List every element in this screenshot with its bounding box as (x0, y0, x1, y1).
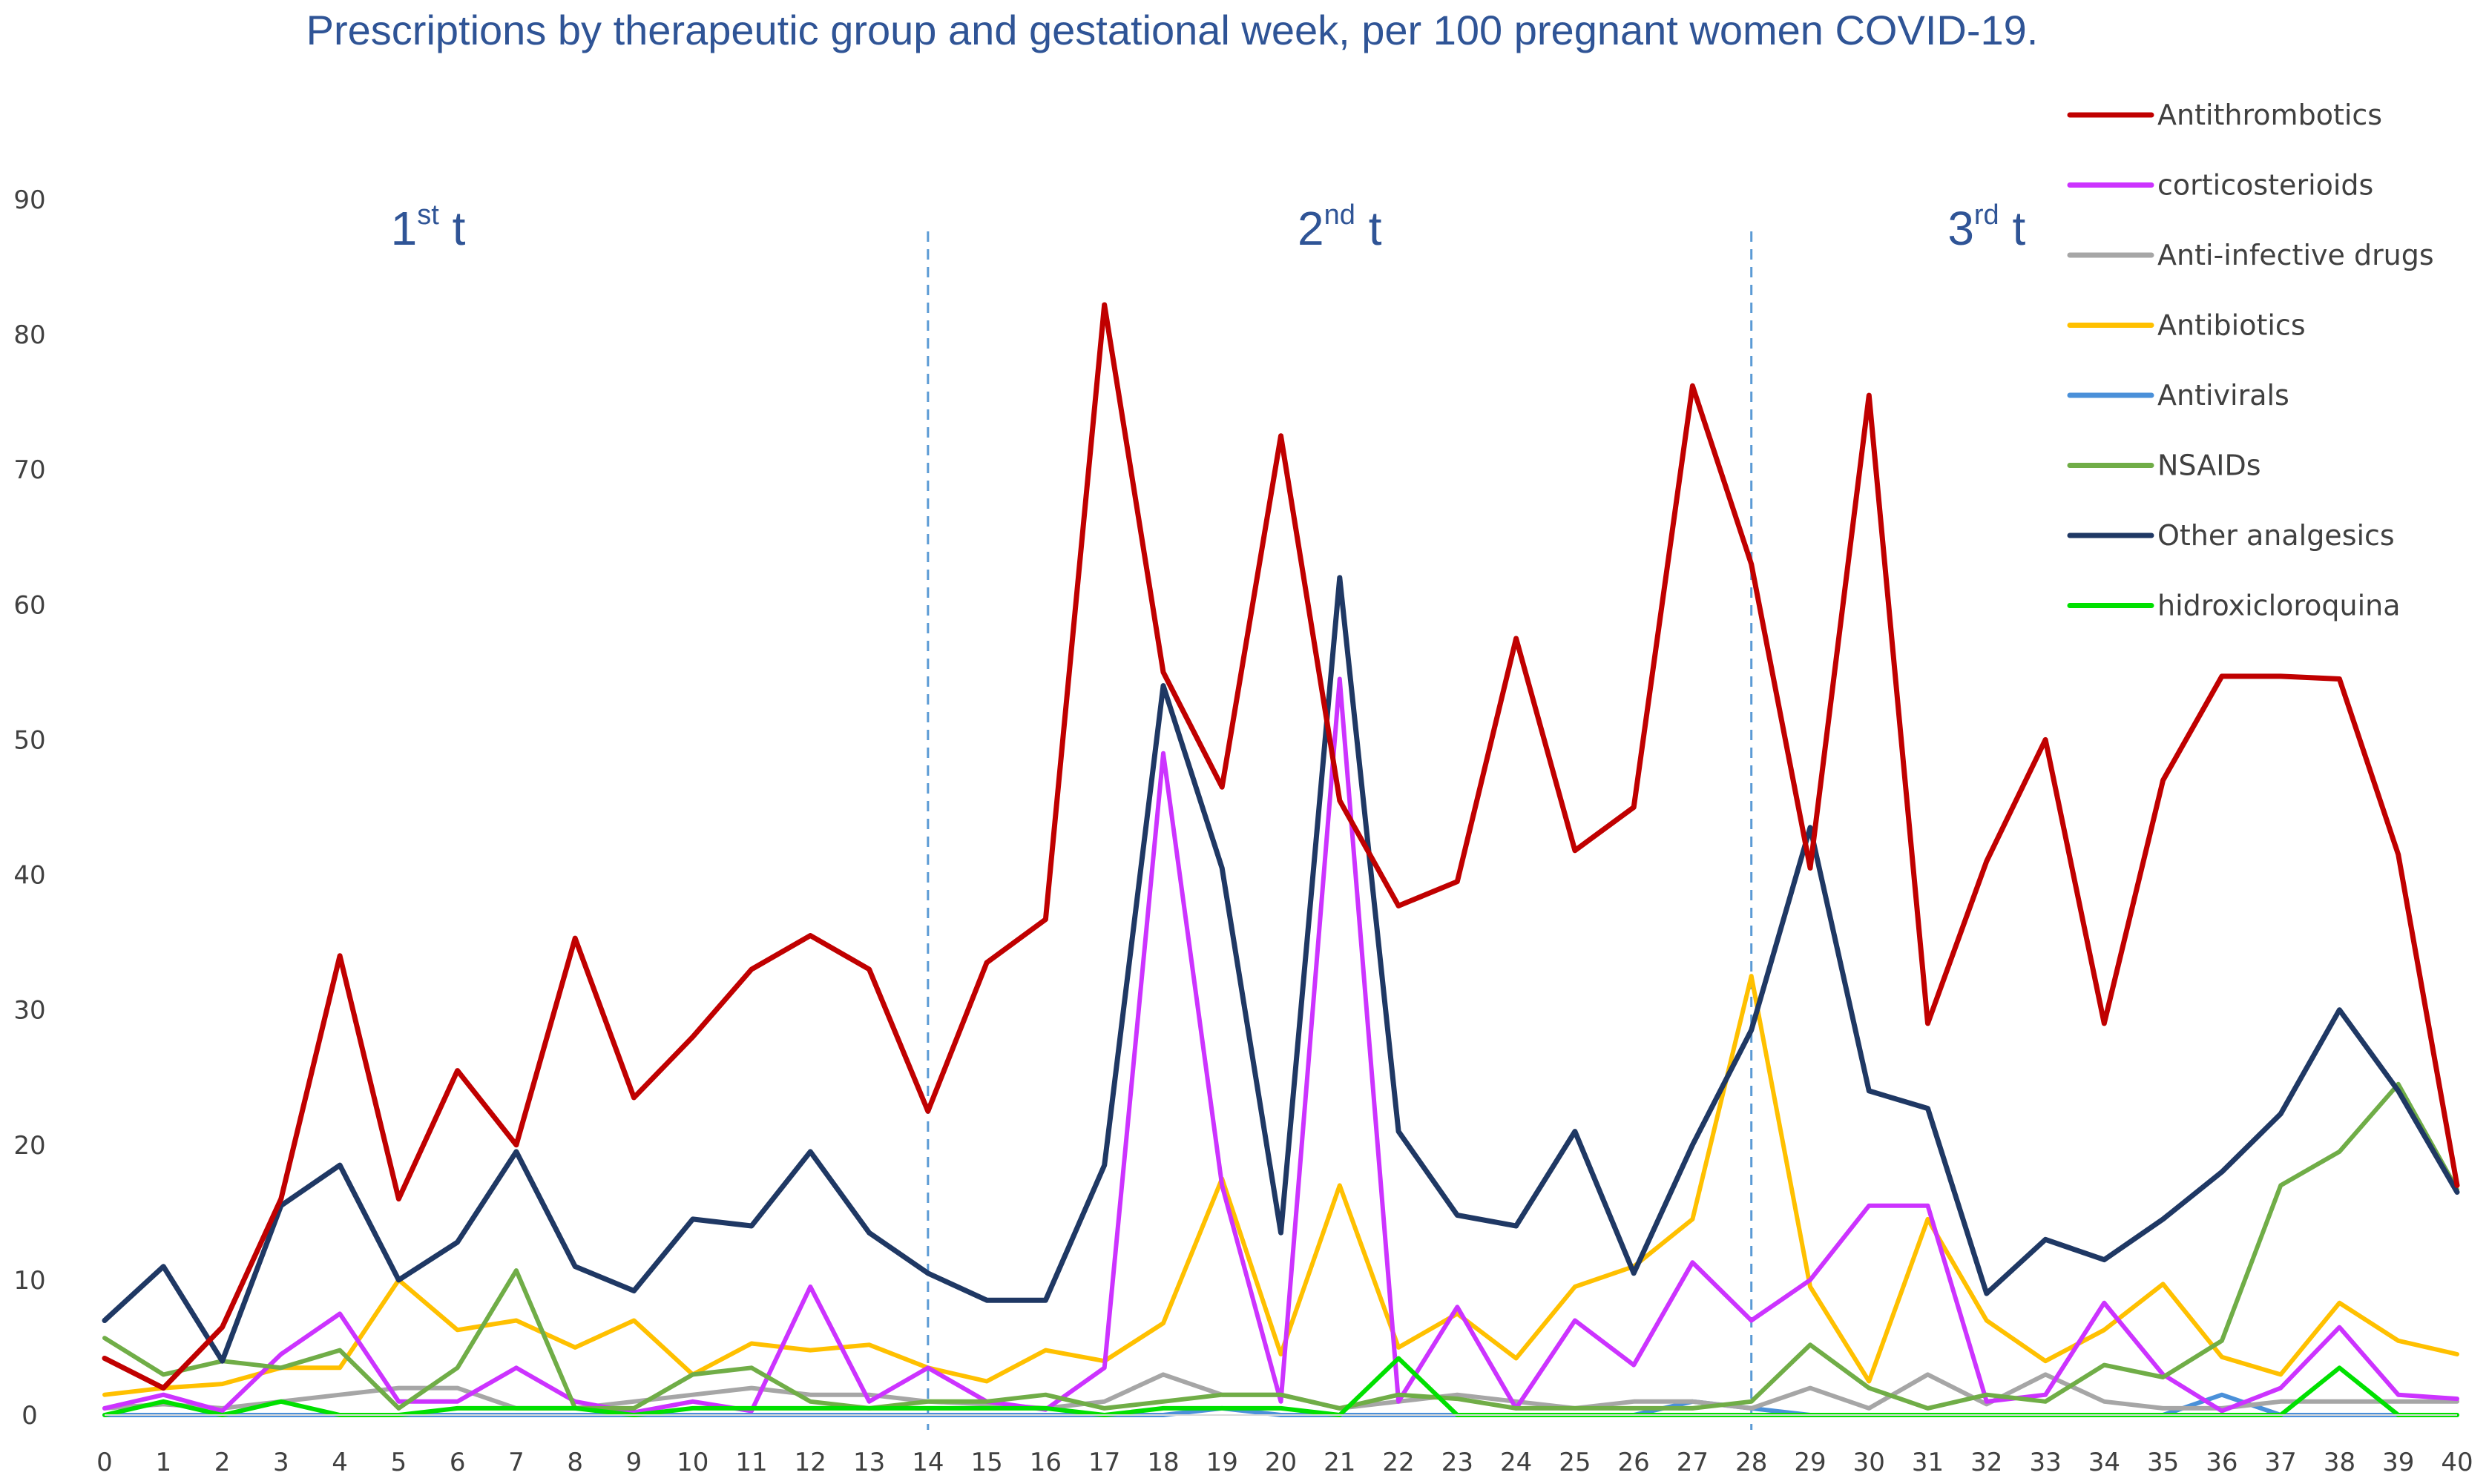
x-tick-label: 37 (2265, 1448, 2297, 1477)
x-tick-label: 26 (1618, 1448, 1650, 1477)
legend: Antithrombotics corticosterioids Anti-infe… (2067, 99, 2434, 622)
x-tick-label: 22 (1382, 1448, 1414, 1477)
x-tick-label: 38 (2324, 1448, 2355, 1477)
x-tick-label: 8 (567, 1448, 583, 1477)
series-layer (102, 302, 2460, 1417)
x-tick-label: 3 (273, 1448, 289, 1477)
legend-label: hidroxicloroquina (2157, 590, 2401, 622)
y-tick-label: 20 (13, 1131, 45, 1161)
x-tick-label: 5 (391, 1448, 407, 1477)
x-tick-label: 40 (2441, 1448, 2473, 1477)
x-tick-label: 18 (1147, 1448, 1179, 1477)
x-tick-label: 13 (853, 1448, 885, 1477)
x-tick-label: 15 (970, 1448, 1002, 1477)
legend-item: Anti-infective drugs (2067, 239, 2434, 271)
x-tick-label: 6 (450, 1448, 466, 1477)
legend-label: Anti-infective drugs (2157, 239, 2434, 271)
x-tick-label: 30 (1853, 1448, 1885, 1477)
x-tick-label: 27 (1677, 1448, 1709, 1477)
trimester-label: 1st t (391, 199, 466, 255)
y-tick-label: 40 (13, 861, 45, 891)
x-tick-label: 9 (626, 1448, 642, 1477)
x-tick-label: 20 (1265, 1448, 1297, 1477)
series-line-antibiotics (102, 974, 2459, 1397)
series-line-nsaids (102, 1081, 2459, 1411)
legend-item: Antithrombotics (2067, 99, 2382, 131)
x-tick-label: 0 (96, 1448, 113, 1477)
x-tick-label: 4 (332, 1448, 348, 1477)
x-tick-label: 25 (1559, 1448, 1591, 1477)
x-tick-label: 11 (735, 1448, 767, 1477)
y-tick-label: 50 (13, 725, 45, 755)
y-tick-label: 60 (13, 590, 45, 620)
series-line-corticosterioids (102, 676, 2459, 1415)
legend-label: Other analgesics (2157, 519, 2395, 552)
x-tick-label: 14 (912, 1448, 944, 1477)
y-tick-label: 0 (22, 1401, 38, 1431)
y-tick-label: 10 (13, 1266, 45, 1296)
x-tick-label: 7 (508, 1448, 525, 1477)
legend-item: corticosterioids (2067, 169, 2373, 202)
trimester-number: 3 (1947, 202, 1974, 255)
trimester-superscript: st (417, 199, 439, 231)
trimester-labels: 1st t 2nd t 3rd t (391, 199, 2026, 255)
legend-label: corticosterioids (2157, 169, 2373, 202)
series-line-antithrombotics (102, 302, 2460, 1391)
x-tick-label: 24 (1500, 1448, 1532, 1477)
x-tick-label: 12 (795, 1448, 826, 1477)
legend-label: Antithrombotics (2157, 99, 2382, 131)
x-tick-label: 21 (1324, 1448, 1355, 1477)
legend-label: Antivirals (2157, 379, 2289, 412)
trimester-suffix: t (439, 202, 466, 255)
trimester-suffix: t (1999, 202, 2026, 255)
trimester-label: 2nd t (1298, 199, 1382, 255)
x-tick-label: 29 (1794, 1448, 1826, 1477)
y-tick-label: 90 (13, 185, 45, 215)
x-tick-label: 23 (1441, 1448, 1473, 1477)
x-tick-label: 10 (677, 1448, 708, 1477)
y-tick-label: 80 (13, 320, 45, 350)
x-tick-label: 32 (1970, 1448, 2002, 1477)
x-tick-label: 28 (1735, 1448, 1767, 1477)
legend-item: NSAIDs (2067, 449, 2261, 482)
trimester-number: 1 (391, 202, 418, 255)
trimester-superscript: rd (1974, 199, 1999, 231)
legend-item: hidroxicloroquina (2067, 590, 2401, 622)
y-tick-label: 30 (13, 996, 45, 1026)
x-tick-label: 2 (214, 1448, 231, 1477)
x-tick-label: 36 (2206, 1448, 2238, 1477)
y-tick-label: 70 (13, 455, 45, 485)
legend-label: NSAIDs (2157, 449, 2261, 482)
x-tick-label: 1 (155, 1448, 171, 1477)
legend-item: Other analgesics (2067, 519, 2395, 552)
legend-label: Antibiotics (2157, 309, 2306, 342)
trimester-suffix: t (1355, 202, 1382, 255)
chart-title: Prescriptions by therapeutic group and g… (306, 7, 2039, 53)
x-tick-label: 35 (2147, 1448, 2179, 1477)
x-tick-label: 19 (1206, 1448, 1238, 1477)
legend-item: Antivirals (2067, 379, 2289, 412)
series-line-other-analgesics (102, 575, 2460, 1364)
x-tick-label: 16 (1030, 1448, 1062, 1477)
trimester-markers (927, 231, 1753, 1430)
trimester-label: 3rd t (1947, 199, 2025, 255)
x-tick-label: 33 (2029, 1448, 2061, 1477)
trimester-number: 2 (1298, 202, 1324, 255)
legend-item: Antibiotics (2067, 309, 2306, 342)
x-tick-label: 34 (2088, 1448, 2120, 1477)
x-tick-label: 39 (2382, 1448, 2414, 1477)
trimester-superscript: nd (1324, 199, 1355, 231)
x-tick-label: 31 (1912, 1448, 1944, 1477)
x-tick-label: 17 (1088, 1448, 1120, 1477)
